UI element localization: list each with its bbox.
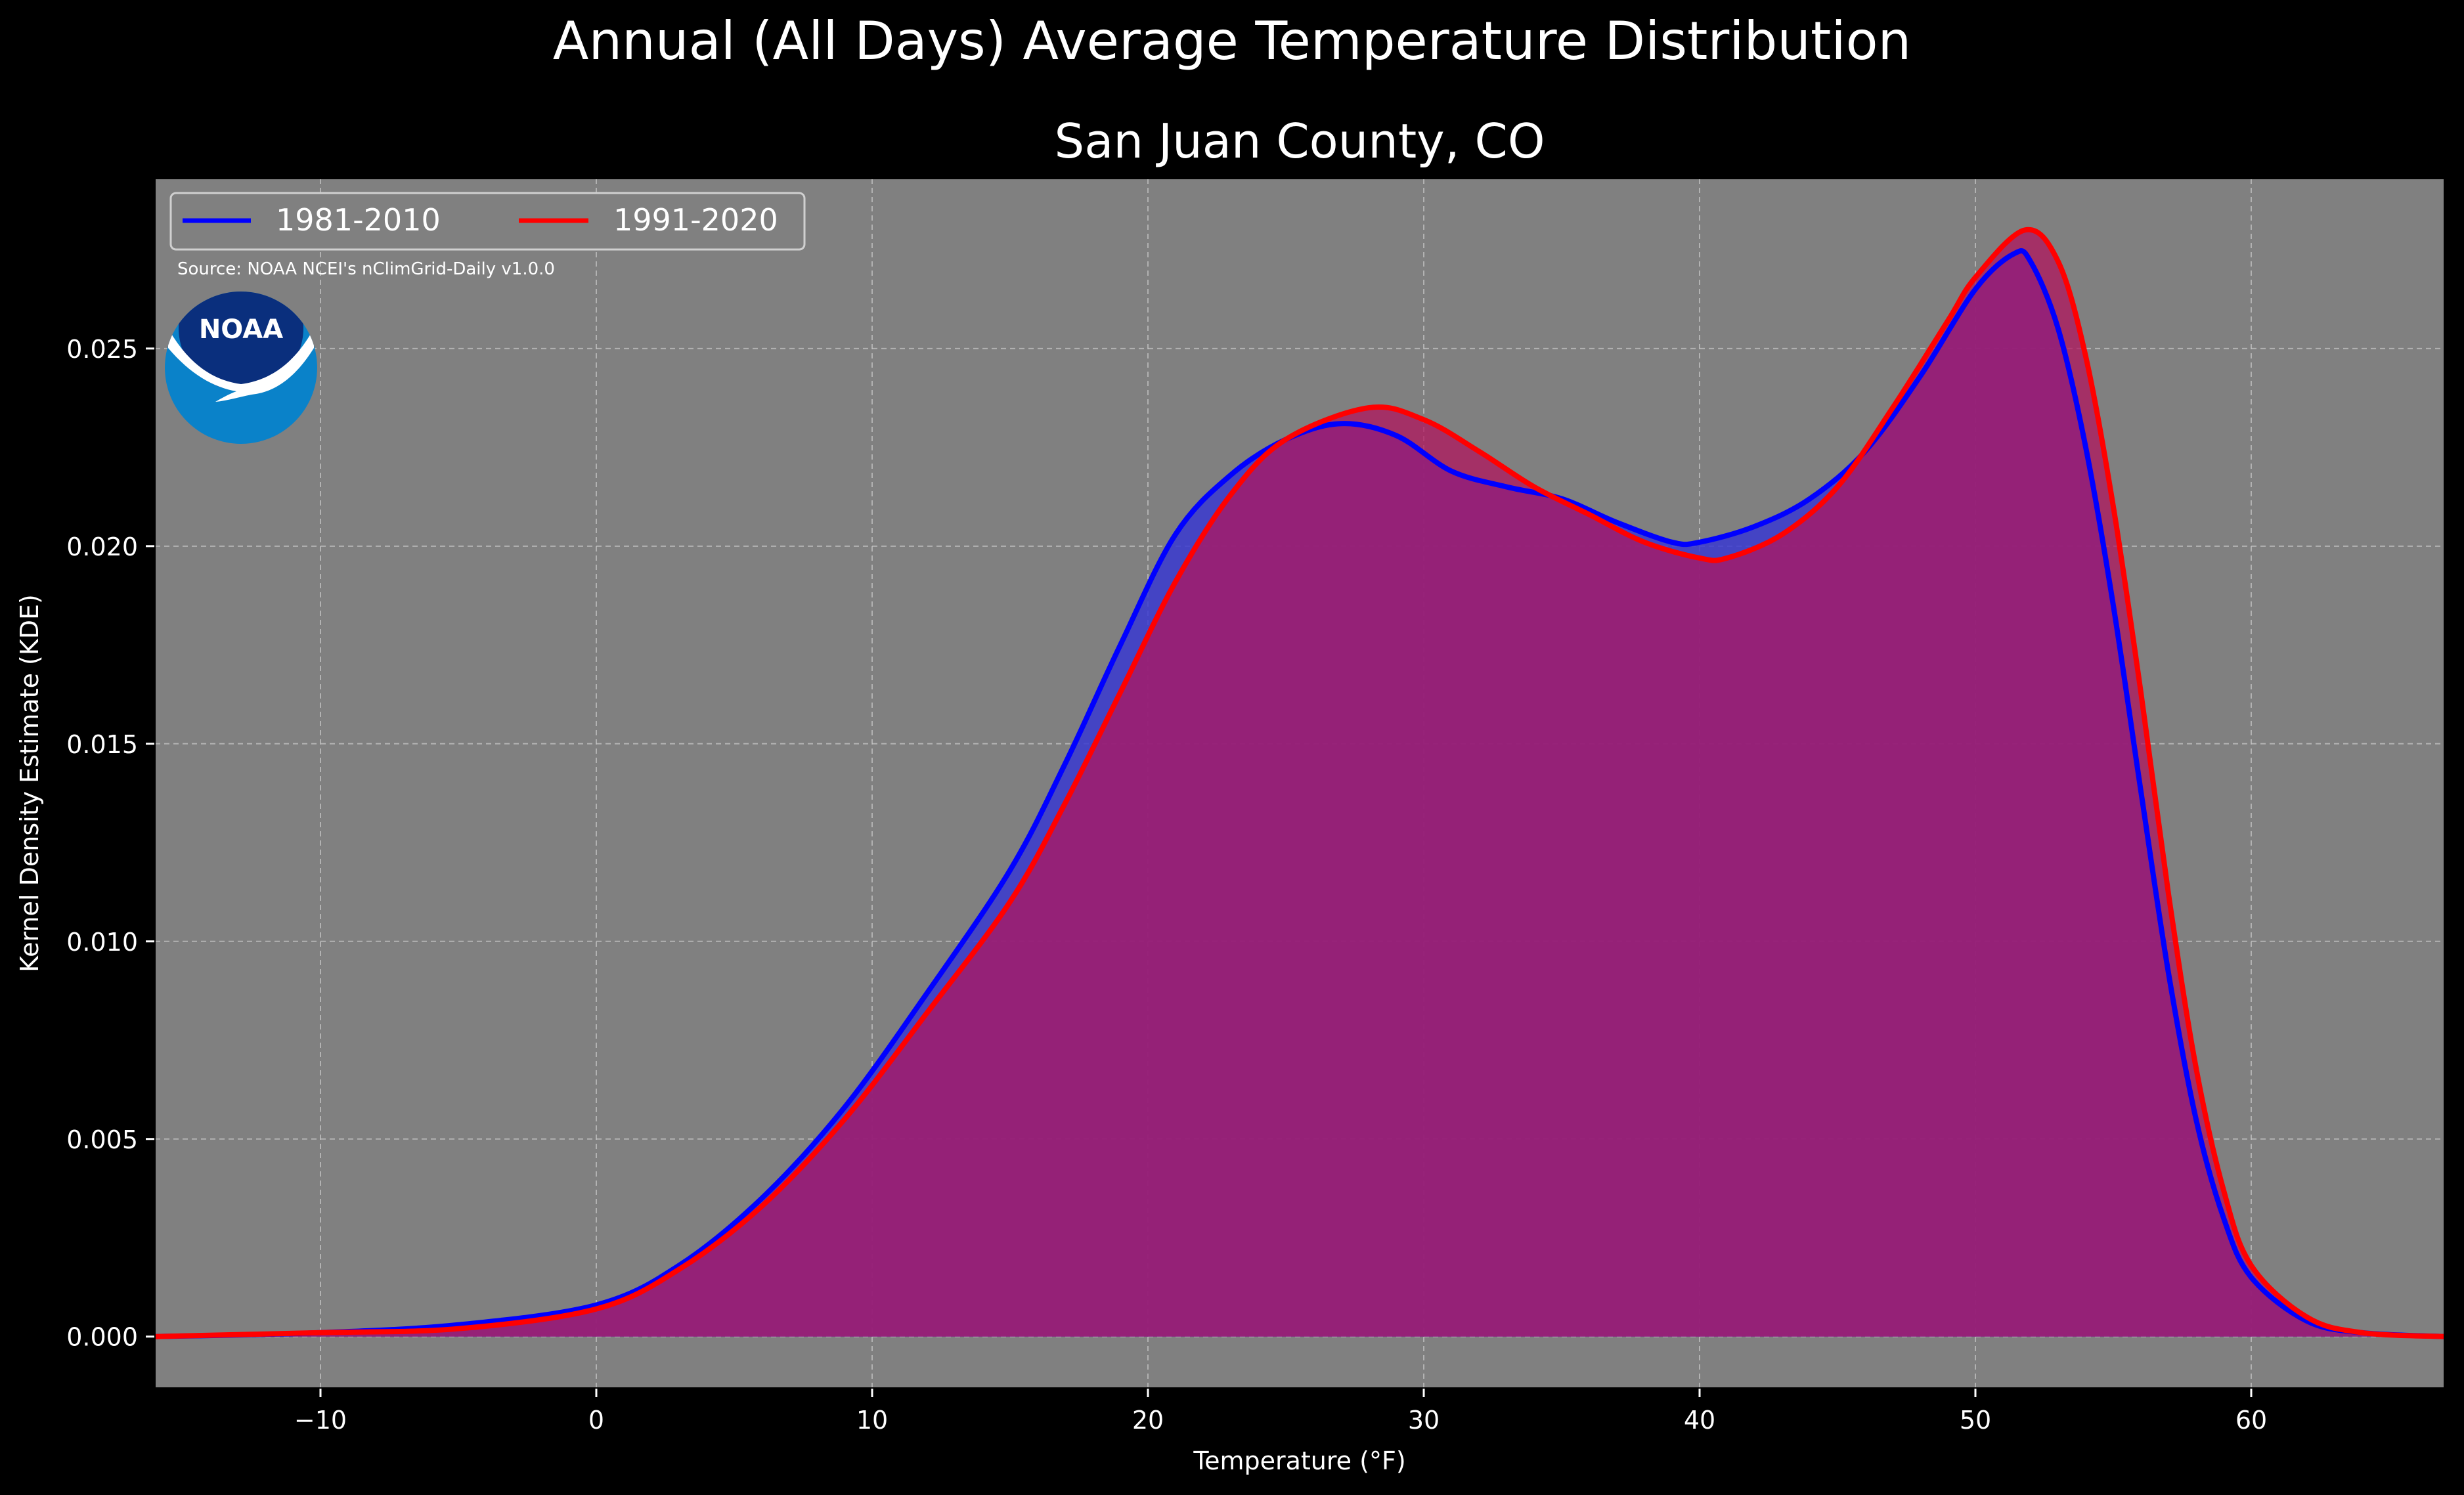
x-tick-label: 40 <box>1684 1406 1715 1435</box>
x-tick-label: 30 <box>1408 1406 1440 1435</box>
x-tick-label: 60 <box>2235 1406 2267 1435</box>
series-1991-2020-line <box>155 227 2444 1339</box>
logo-text: NOAA <box>199 314 283 345</box>
source-note: Source: NOAA NCEI's nClimGrid-Daily v1.0… <box>177 259 555 279</box>
legend-label-1991-2020: 1991-2020 <box>613 202 778 238</box>
y-tick-label: 0.005 <box>66 1125 138 1154</box>
series-1991-2020-fill <box>155 229 2444 1337</box>
legend: 1981-2010 1991-2020 <box>169 192 806 251</box>
y-axis-label: Kernel Density Estimate (KDE) <box>15 594 44 972</box>
chart-title: San Juan County, CO <box>1055 114 1545 169</box>
x-tick-label: 20 <box>1132 1406 1164 1435</box>
y-axis-ticks: 0.000 0.005 0.010 0.015 0.020 0.025 <box>66 335 155 1352</box>
legend-label-1981-2010: 1981-2010 <box>276 202 441 238</box>
x-axis-label: Temperature (°F) <box>1193 1446 1405 1475</box>
x-tick-label: −10 <box>294 1406 347 1435</box>
figure-suptitle: Annual (All Days) Average Temperature Di… <box>553 11 1911 72</box>
series-layer <box>155 227 2444 1339</box>
logo-bird-icon <box>168 328 314 402</box>
series-1981-2010-line <box>155 248 2444 1339</box>
legend-box <box>169 192 806 251</box>
y-tick-label: 0.015 <box>66 730 138 759</box>
plot-frame <box>154 178 2445 1389</box>
y-tick-label: 0.020 <box>66 532 138 561</box>
y-tick-label: 0.025 <box>66 335 138 364</box>
x-tick-label: 50 <box>1960 1406 1991 1435</box>
y-tick-label: 0.000 <box>66 1323 138 1352</box>
x-tick-label: 0 <box>588 1406 604 1435</box>
x-tick-label: 10 <box>856 1406 888 1435</box>
x-axis-ticks: −10 0 10 20 30 40 50 60 <box>294 1388 2267 1435</box>
y-tick-label: 0.010 <box>66 928 138 957</box>
